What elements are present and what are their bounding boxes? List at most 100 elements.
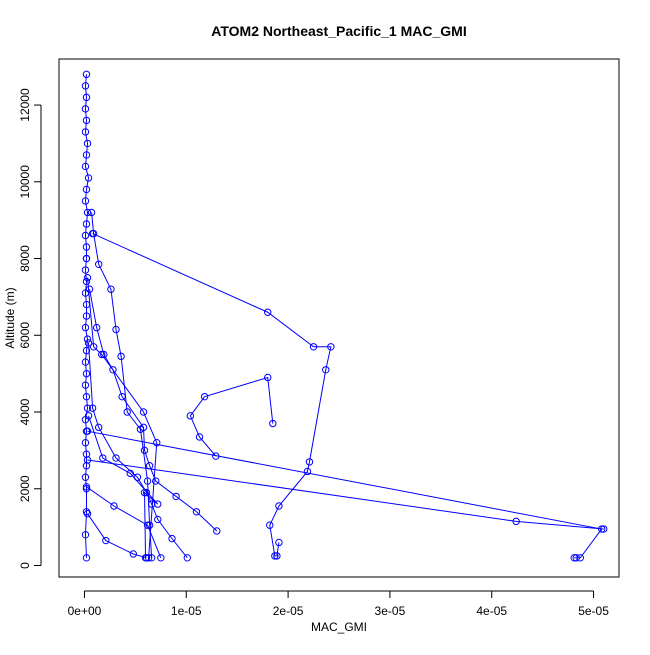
data-point [83,509,92,518]
x-tick-label: 1e-05 [171,604,202,618]
x-axis-label: MAC_GMI [311,620,367,634]
data-point [186,412,195,420]
series-line [87,277,158,558]
data-point [82,243,91,251]
data-point [82,151,91,159]
series-line [87,513,147,559]
data-point [82,369,91,378]
y-tick-label: 6000 [18,322,32,349]
data-point [82,450,91,458]
y-tick-label: 12000 [18,88,32,122]
data-point [271,552,279,560]
x-tick-label: 4e-05 [476,604,507,618]
data-point [157,554,165,562]
data-point [275,502,283,510]
data-point [81,381,90,389]
data-point [81,358,90,366]
data-point [81,197,90,205]
data-point [512,517,520,526]
series-line [88,342,188,559]
data-point [570,554,578,562]
data-point [143,521,152,529]
series-line [87,430,603,559]
y-tick-label: 0 [18,562,32,569]
data-point [140,446,149,455]
data-point [139,423,148,432]
data-point [81,162,90,171]
data-point [273,552,281,560]
axes-layer: 0e+00 1e-05 2e-05 3e-05 4e-05 5e-05 0 2000 4000 6… [18,88,609,618]
data-point [327,343,335,351]
data-point [168,534,176,543]
data-point [95,423,103,432]
plot-area-frame [58,58,620,578]
data-point [145,521,154,529]
data-point [99,454,107,462]
data-point [81,231,90,240]
data-point [92,323,101,332]
data-point [192,508,201,516]
series-line [189,376,274,457]
data-point [81,473,90,481]
series-line [91,212,153,558]
data-point [126,469,134,478]
data-point [118,392,126,401]
data-point [183,554,191,562]
data-point [82,70,91,79]
data-point [81,439,90,447]
data-point [83,139,92,148]
data-point [84,339,93,347]
data-point [88,229,97,238]
data-point [89,343,98,351]
data-point [266,521,274,529]
data-point [153,439,161,447]
data-point [142,554,151,562]
data-point [84,174,93,182]
data-point [81,266,90,274]
data-point [572,554,580,562]
data-point [82,462,91,470]
data-point [142,488,151,497]
x-tick-label: 2e-05 [273,604,304,618]
data-point [140,488,149,497]
series-line [92,233,332,557]
data-point [82,277,91,286]
data-point [264,308,272,316]
data-point [81,82,90,90]
data-point [84,412,93,420]
data-point [213,527,221,535]
data-point [83,404,92,412]
data-point [154,500,162,508]
data-point [81,128,90,136]
x-tick-label: 3e-05 [375,604,406,618]
data-point [154,515,162,524]
data-point [98,350,106,359]
data-point [102,536,110,545]
data-point [275,538,283,547]
data-point [309,343,318,351]
data-point [83,274,92,282]
data-point [85,285,94,293]
data-point [322,366,330,374]
data-point [87,208,96,217]
data-point [110,502,118,510]
series-line [84,74,90,259]
data-point [82,185,91,194]
series-line [88,415,159,558]
data-point [82,483,91,491]
series-line [87,459,604,530]
series-line [86,486,162,558]
y-tick-label: 10000 [18,165,32,199]
chart-title: ATOM2 Northeast_Pacific_1 MAC_GMI [211,23,466,39]
data-point [305,458,314,466]
data-point [600,525,608,533]
y-tick-label: 4000 [18,398,32,425]
data-point [172,492,180,501]
series-line [84,258,89,558]
data-point [83,335,92,343]
y-tick-label: 2000 [18,475,32,502]
data-point [195,433,204,441]
data-point [129,550,138,558]
data-point [109,366,117,374]
